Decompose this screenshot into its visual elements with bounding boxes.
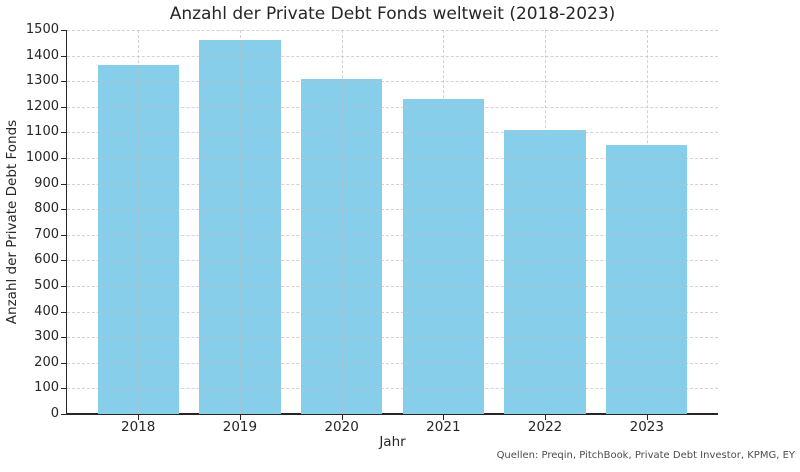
x-tick-label: 2023 bbox=[629, 419, 664, 435]
y-axis-tick bbox=[61, 158, 66, 159]
x-axis-tick bbox=[341, 415, 343, 420]
x-axis-tick bbox=[443, 415, 445, 420]
y-tick-label: 1000 bbox=[25, 150, 59, 165]
y-axis-line bbox=[66, 30, 67, 415]
y-tick-label: 100 bbox=[34, 380, 59, 396]
vertical-gridline bbox=[239, 30, 241, 414]
y-tick-label: 0 bbox=[50, 406, 59, 421]
vertical-gridline bbox=[646, 30, 648, 414]
horizontal-gridline bbox=[67, 260, 718, 262]
y-tick-label: 900 bbox=[34, 175, 59, 191]
horizontal-gridline bbox=[67, 388, 718, 390]
y-axis-tick bbox=[61, 132, 66, 134]
horizontal-gridline bbox=[67, 183, 718, 185]
x-axis-tick bbox=[646, 415, 648, 420]
y-axis-tick bbox=[61, 311, 66, 313]
horizontal-gridline bbox=[67, 55, 718, 57]
horizontal-gridline bbox=[67, 158, 718, 159]
horizontal-gridline bbox=[67, 81, 718, 83]
y-axis-tick bbox=[61, 362, 66, 364]
y-tick-label: 1300 bbox=[25, 73, 59, 89]
horizontal-gridline bbox=[67, 30, 718, 31]
y-tick-label: 1100 bbox=[25, 124, 59, 140]
y-axis-tick bbox=[61, 337, 66, 339]
x-axis-tick bbox=[239, 415, 241, 420]
x-axis-line bbox=[66, 413, 718, 415]
x-tick-label: 2022 bbox=[527, 419, 563, 435]
horizontal-gridline bbox=[67, 362, 718, 364]
y-axis-tick bbox=[61, 30, 66, 31]
horizontal-gridline bbox=[67, 286, 718, 287]
y-axis-tick bbox=[61, 388, 66, 390]
x-tick-label: 2021 bbox=[426, 419, 461, 435]
horizontal-gridline bbox=[67, 311, 718, 313]
x-tick-label: 2018 bbox=[121, 419, 156, 435]
vertical-gridline bbox=[545, 30, 547, 414]
y-tick-label: 200 bbox=[34, 354, 59, 370]
y-tick-label: 700 bbox=[34, 226, 59, 242]
y-axis-tick bbox=[61, 183, 66, 185]
y-axis-tick bbox=[61, 55, 66, 57]
y-axis-tick bbox=[61, 414, 66, 415]
y-tick-label: 1200 bbox=[25, 98, 59, 114]
y-tick-label: 500 bbox=[34, 278, 59, 293]
y-axis-tick bbox=[61, 209, 66, 211]
x-axis-label: Jahr bbox=[379, 434, 406, 450]
chart-title: Anzahl der Private Debt Fonds weltweit (… bbox=[169, 4, 616, 24]
x-axis-tick bbox=[138, 415, 140, 420]
horizontal-gridline bbox=[67, 132, 718, 134]
y-tick-label: 600 bbox=[34, 252, 59, 268]
horizontal-gridline bbox=[67, 106, 718, 108]
y-tick-label: 1400 bbox=[25, 47, 59, 63]
vertical-gridline bbox=[341, 30, 343, 414]
x-tick-label: 2019 bbox=[222, 419, 258, 435]
y-tick-label: 800 bbox=[34, 201, 59, 217]
y-tick-label: 300 bbox=[34, 329, 59, 345]
y-tick-label: 1500 bbox=[25, 22, 59, 37]
x-tick-label: 2020 bbox=[324, 419, 359, 435]
y-tick-label: 400 bbox=[34, 303, 59, 319]
y-axis-tick bbox=[61, 286, 66, 287]
horizontal-gridline bbox=[67, 209, 718, 211]
y-axis-tick bbox=[61, 81, 66, 83]
x-axis-tick bbox=[545, 415, 547, 420]
source-note: Quellen: Preqin, PitchBook, Private Debt… bbox=[496, 450, 795, 461]
vertical-gridline bbox=[138, 30, 140, 414]
horizontal-gridline bbox=[67, 234, 718, 236]
y-axis-tick bbox=[61, 260, 66, 262]
horizontal-gridline bbox=[67, 337, 718, 339]
y-axis-tick bbox=[61, 106, 66, 108]
y-axis-tick bbox=[61, 234, 66, 236]
vertical-gridline bbox=[443, 30, 445, 414]
